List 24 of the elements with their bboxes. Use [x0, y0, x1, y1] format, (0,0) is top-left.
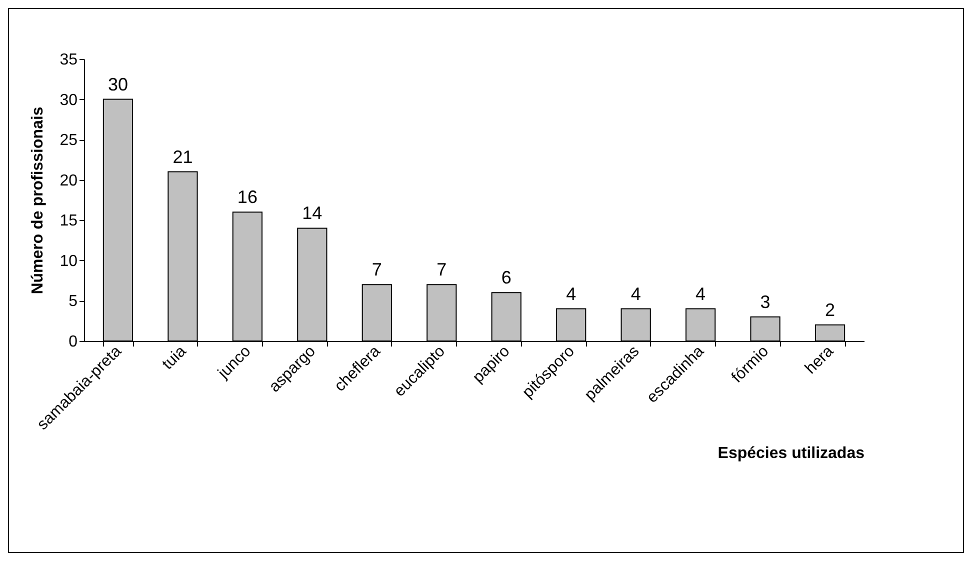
data-label: 4: [566, 284, 576, 304]
y-tick-label: 15: [60, 212, 78, 230]
x-tick-label: tuia: [159, 342, 190, 374]
y-tick-label: 35: [60, 52, 78, 68]
y-tick-label: 20: [60, 172, 78, 190]
data-label: 3: [760, 292, 770, 312]
data-label: 6: [501, 268, 512, 288]
data-label: 30: [108, 74, 128, 94]
x-axis-title: Espécies utilizadas: [718, 444, 865, 462]
y-axis-title: Número de profissionais: [30, 106, 47, 294]
data-label: 14: [302, 203, 322, 224]
data-label: 21: [172, 146, 193, 167]
x-tick-label: hera: [802, 342, 837, 378]
y-tick-label: 0: [68, 334, 78, 350]
y-tick-label: 25: [60, 132, 78, 150]
data-label: 16: [237, 187, 258, 208]
data-label: 4: [630, 284, 641, 304]
y-tick-label: 30: [60, 92, 78, 109]
y-tick-label: 10: [60, 252, 78, 270]
data-label: 7: [372, 260, 382, 280]
data-label: 7: [436, 260, 447, 280]
data-label: 2: [825, 300, 836, 320]
data-label: 4: [696, 284, 706, 304]
y-tick-label: 5: [68, 293, 78, 310]
